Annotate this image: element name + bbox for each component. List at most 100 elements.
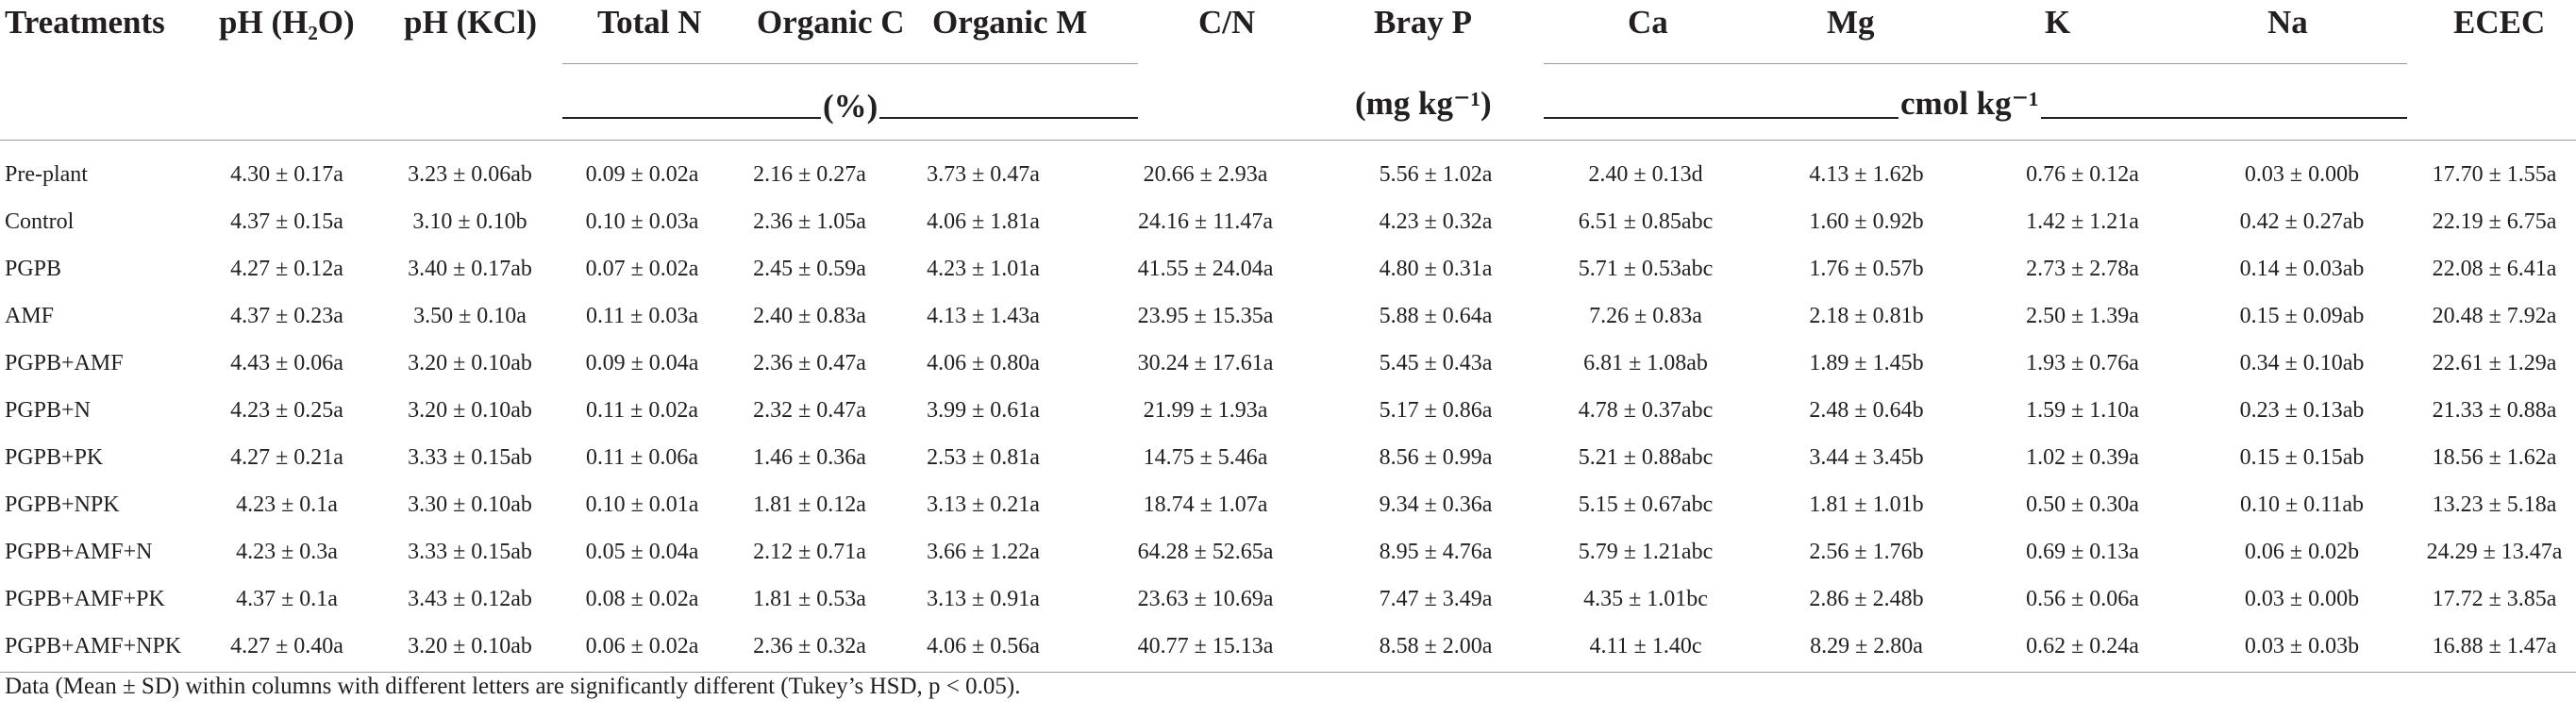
value-cell: 7.26 ± 0.83a bbox=[1589, 304, 1702, 328]
table-body: Pre-plant 4.30 ± 0.17a 3.23 ± 0.06ab 0.09 ±… bbox=[0, 151, 2576, 670]
value-cell: 4.35 ± 1.01bc bbox=[1583, 587, 1708, 611]
header-bottom-rule bbox=[0, 140, 2576, 141]
value-cell: 4.78 ± 0.37abc bbox=[1578, 398, 1714, 423]
table-row: PGPB 4.27 ± 0.12a 3.40 ± 0.17ab 0.07 ± 0.02… bbox=[0, 245, 2576, 292]
value-cell: 17.72 ± 3.85a bbox=[2432, 587, 2557, 611]
value-cell: 2.36 ± 1.05a bbox=[753, 209, 866, 234]
value-cell: 22.19 ± 6.75a bbox=[2432, 209, 2557, 234]
value-cell: 0.50 ± 0.30a bbox=[2026, 492, 2139, 517]
value-cell: 20.66 ± 2.93a bbox=[1143, 162, 1268, 187]
value-cell: 1.81 ± 1.01b bbox=[1809, 492, 1924, 517]
value-cell: 2.12 ± 0.71a bbox=[753, 540, 866, 564]
value-cell: 0.09 ± 0.02a bbox=[585, 162, 699, 187]
value-cell: 4.80 ± 0.31a bbox=[1379, 257, 1493, 281]
spanner-rule-percent bbox=[562, 63, 1138, 64]
value-cell: 4.23 ± 0.3a bbox=[236, 540, 338, 564]
treatment-name-cell: PGPB bbox=[5, 257, 62, 281]
value-cell: 0.10 ± 0.03a bbox=[585, 209, 699, 234]
table-row: Control 4.37 ± 0.15a 3.10 ± 0.10b 0.10 ± 0.… bbox=[0, 198, 2576, 245]
value-cell: 0.09 ± 0.04a bbox=[585, 351, 699, 375]
table-row: PGPB+N 4.23 ± 0.25a 3.20 ± 0.10ab 0.11 ± 0.… bbox=[0, 387, 2576, 434]
value-cell: 3.10 ± 0.10b bbox=[412, 209, 527, 234]
treatment-name-cell: PGPB+NPK bbox=[5, 492, 120, 517]
value-cell: 2.73 ± 2.78a bbox=[2026, 257, 2139, 281]
treatment-name-cell: PGPB+AMF+PK bbox=[5, 587, 165, 611]
header-total-n: Total N bbox=[597, 4, 702, 41]
value-cell: 1.81 ± 0.12a bbox=[753, 492, 866, 517]
value-cell: 17.70 ± 1.55a bbox=[2432, 162, 2557, 187]
value-cell: 0.11 ± 0.03a bbox=[586, 304, 698, 328]
value-cell: 20.48 ± 7.92a bbox=[2432, 304, 2557, 328]
value-cell: 5.15 ± 0.67abc bbox=[1578, 492, 1714, 517]
value-cell: 4.13 ± 1.62b bbox=[1809, 162, 1924, 187]
value-cell: 0.15 ± 0.09ab bbox=[2239, 304, 2365, 328]
table-row: PGPB+AMF+N 4.23 ± 0.3a 3.33 ± 0.15ab 0.05 ±… bbox=[0, 528, 2576, 575]
header-organic-c: Organic C bbox=[757, 4, 905, 41]
value-cell: 5.88 ± 0.64a bbox=[1379, 304, 1493, 328]
value-cell: 6.81 ± 1.08ab bbox=[1583, 351, 1708, 375]
value-cell: 0.23 ± 0.13ab bbox=[2239, 398, 2365, 423]
value-cell: 0.69 ± 0.13a bbox=[2026, 540, 2139, 564]
value-cell: 1.60 ± 0.92b bbox=[1809, 209, 1924, 234]
header-ph-h2o: pH (H₂O) bbox=[219, 4, 355, 41]
value-cell: 0.34 ± 0.10ab bbox=[2239, 351, 2365, 375]
spanner-rule-cmol bbox=[1544, 63, 2407, 64]
value-cell: 4.37 ± 0.1a bbox=[236, 587, 338, 611]
treatment-name-cell: PGPB+AMF+N bbox=[5, 540, 153, 564]
value-cell: 0.06 ± 0.02b bbox=[2244, 540, 2360, 564]
header-cn: C/N bbox=[1198, 4, 1256, 41]
value-cell: 24.16 ± 11.47a bbox=[1138, 209, 1273, 234]
value-cell: 5.17 ± 0.86a bbox=[1379, 398, 1493, 423]
value-cell: 14.75 ± 5.46a bbox=[1143, 445, 1268, 470]
unit-mg-per-kg: (mg kg⁻¹) bbox=[1355, 85, 1492, 122]
value-cell: 3.44 ± 3.45b bbox=[1809, 445, 1924, 470]
value-cell: 0.08 ± 0.02a bbox=[585, 587, 699, 611]
value-cell: 4.06 ± 1.81a bbox=[927, 209, 1040, 234]
value-cell: 4.37 ± 0.15a bbox=[230, 209, 343, 234]
value-cell: 8.29 ± 2.80a bbox=[1810, 634, 1923, 659]
table-row: PGPB+NPK 4.23 ± 0.1a 3.30 ± 0.10ab 0.10 ± 0… bbox=[0, 481, 2576, 528]
data-table: Pre-plant 4.30 ± 0.17a 3.23 ± 0.06ab 0.09 ±… bbox=[0, 151, 2576, 670]
value-cell: 3.13 ± 0.91a bbox=[927, 587, 1040, 611]
treatment-name-cell: PGPB+N bbox=[5, 398, 91, 423]
value-cell: 23.63 ± 10.69a bbox=[1137, 587, 1274, 611]
value-cell: 4.37 ± 0.23a bbox=[230, 304, 343, 328]
table-row: Pre-plant 4.30 ± 0.17a 3.23 ± 0.06ab 0.09 ±… bbox=[0, 151, 2576, 198]
value-cell: 2.48 ± 0.64b bbox=[1809, 398, 1924, 423]
table-header: Treatments pH (H₂O) pH (KCl) Total N Org… bbox=[0, 0, 2576, 142]
value-cell: 40.77 ± 15.13a bbox=[1137, 634, 1274, 659]
value-cell: 2.40 ± 0.83a bbox=[753, 304, 866, 328]
value-cell: 1.42 ± 1.21a bbox=[2026, 209, 2139, 234]
value-cell: 2.32 ± 0.47a bbox=[753, 398, 866, 423]
header-ecec: ECEC bbox=[2453, 4, 2546, 41]
value-cell: 2.45 ± 0.59a bbox=[753, 257, 866, 281]
value-cell: 7.47 ± 3.49a bbox=[1379, 587, 1493, 611]
value-cell: 3.33 ± 0.15ab bbox=[408, 445, 532, 470]
table-row: PGPB+AMF+NPK 4.27 ± 0.40a 3.20 ± 0.10ab 0.0… bbox=[0, 623, 2576, 670]
value-cell: 4.27 ± 0.12a bbox=[230, 257, 343, 281]
value-cell: 4.30 ± 0.17a bbox=[230, 162, 343, 187]
value-cell: 24.29 ± 13.47a bbox=[2426, 540, 2563, 564]
value-cell: 4.06 ± 0.80a bbox=[927, 351, 1040, 375]
value-cell: 4.23 ± 1.01a bbox=[927, 257, 1040, 281]
value-cell: 1.81 ± 0.53a bbox=[753, 587, 866, 611]
value-cell: 4.27 ± 0.40a bbox=[230, 634, 343, 659]
header-na: Na bbox=[2267, 4, 2308, 41]
value-cell: 2.53 ± 0.81a bbox=[927, 445, 1040, 470]
value-cell: 18.56 ± 1.62a bbox=[2432, 445, 2557, 470]
value-cell: 9.34 ± 0.36a bbox=[1379, 492, 1493, 517]
value-cell: 2.86 ± 2.48b bbox=[1809, 587, 1924, 611]
value-cell: 0.56 ± 0.06a bbox=[2026, 587, 2139, 611]
value-cell: 0.76 ± 0.12a bbox=[2026, 162, 2139, 187]
header-organic-m: Organic M bbox=[932, 4, 1088, 41]
value-cell: 23.95 ± 15.35a bbox=[1137, 304, 1274, 328]
value-cell: 0.11 ± 0.06a bbox=[586, 445, 698, 470]
value-cell: 8.95 ± 4.76a bbox=[1379, 540, 1493, 564]
value-cell: 0.05 ± 0.04a bbox=[585, 540, 699, 564]
value-cell: 13.23 ± 5.18a bbox=[2432, 492, 2557, 517]
value-cell: 6.51 ± 0.85abc bbox=[1578, 209, 1714, 234]
header-treatments: Treatments bbox=[5, 4, 165, 41]
value-cell: 4.13 ± 1.43a bbox=[927, 304, 1040, 328]
value-cell: 2.50 ± 1.39a bbox=[2026, 304, 2139, 328]
header-ph-kcl: pH (KCl) bbox=[404, 4, 537, 41]
